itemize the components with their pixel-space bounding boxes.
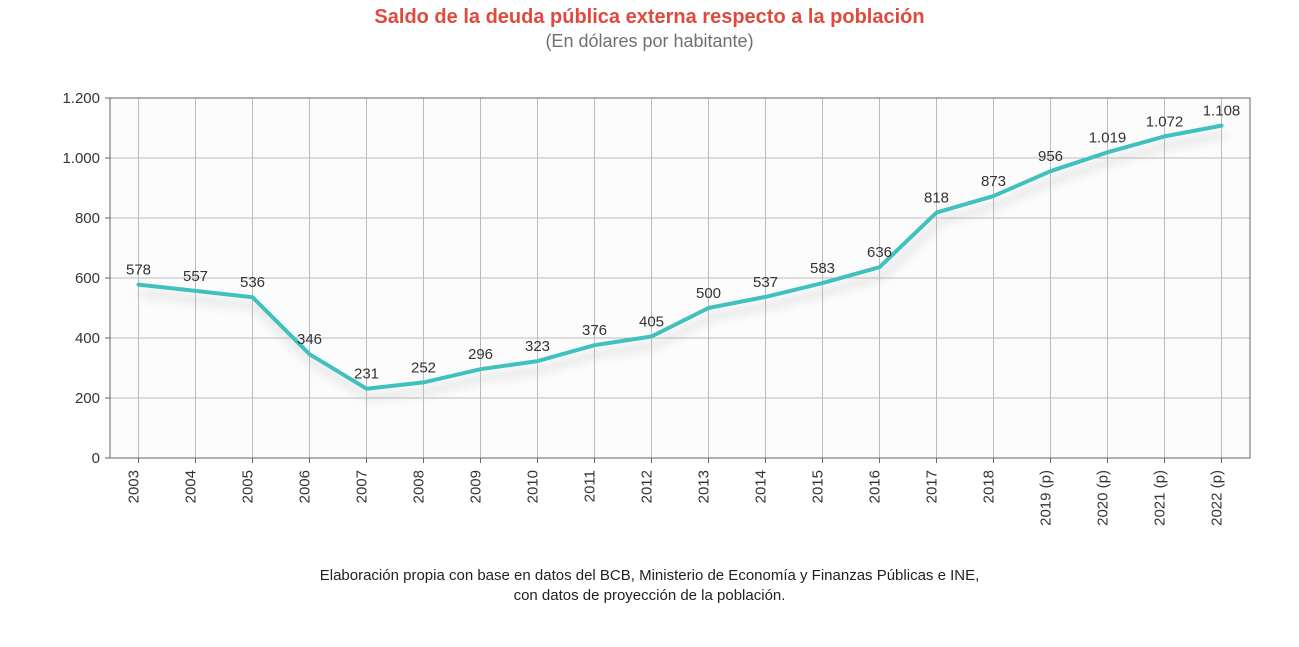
svg-text:2010: 2010 <box>525 470 542 503</box>
svg-text:1.019: 1.019 <box>1089 129 1127 146</box>
chart-title: Saldo de la deuda pública externa respec… <box>0 6 1299 29</box>
svg-text:2015: 2015 <box>810 470 827 503</box>
svg-text:1.200: 1.200 <box>62 90 100 107</box>
svg-text:2016: 2016 <box>867 470 884 503</box>
chart-source: Elaboración propia con base en datos del… <box>0 566 1299 607</box>
svg-text:2014: 2014 <box>753 470 770 503</box>
svg-text:578: 578 <box>126 262 151 279</box>
svg-text:0: 0 <box>92 450 100 467</box>
svg-text:252: 252 <box>411 359 436 376</box>
source-line2: con datos de proyección de la población. <box>514 587 786 604</box>
svg-text:818: 818 <box>924 190 949 207</box>
svg-text:2022 (p): 2022 (p) <box>1209 470 1226 526</box>
svg-text:2009: 2009 <box>468 470 485 503</box>
svg-text:2019 (p): 2019 (p) <box>1038 470 1055 526</box>
svg-text:2007: 2007 <box>354 470 371 503</box>
svg-text:956: 956 <box>1038 148 1063 165</box>
svg-text:600: 600 <box>75 270 100 287</box>
svg-text:323: 323 <box>525 338 550 355</box>
svg-text:2008: 2008 <box>411 470 428 503</box>
chart-plot: 0 200 400 600 800 1.000 1.200 2003 2004 2005 2006 2… <box>30 58 1269 558</box>
source-line1: Elaboración propia con base en datos del… <box>320 567 980 584</box>
svg-text:405: 405 <box>639 314 664 331</box>
svg-text:1.000: 1.000 <box>62 150 100 167</box>
svg-text:2011: 2011 <box>582 470 599 502</box>
svg-text:346: 346 <box>297 331 322 348</box>
svg-text:536: 536 <box>240 274 265 291</box>
svg-text:2003: 2003 <box>126 470 143 503</box>
svg-text:2012: 2012 <box>639 470 656 503</box>
svg-text:2004: 2004 <box>183 470 200 503</box>
svg-text:2005: 2005 <box>240 470 257 503</box>
svg-text:500: 500 <box>696 285 721 302</box>
svg-text:636: 636 <box>867 244 892 261</box>
svg-text:376: 376 <box>582 322 607 339</box>
line-chart-svg: 0 200 400 600 800 1.000 1.200 2003 2004 2005 2006 2… <box>30 58 1269 558</box>
svg-text:557: 557 <box>183 268 208 285</box>
svg-text:2017: 2017 <box>924 470 941 503</box>
svg-text:2013: 2013 <box>696 470 713 503</box>
svg-text:2006: 2006 <box>297 470 314 503</box>
svg-text:1.108: 1.108 <box>1203 103 1241 120</box>
svg-text:2020 (p): 2020 (p) <box>1095 470 1112 526</box>
svg-text:2018: 2018 <box>981 470 998 503</box>
svg-text:800: 800 <box>75 210 100 227</box>
svg-text:1.072: 1.072 <box>1146 113 1184 130</box>
svg-text:583: 583 <box>810 260 835 277</box>
svg-text:873: 873 <box>981 173 1006 190</box>
chart-container: Saldo de la deuda pública externa respec… <box>0 6 1299 647</box>
svg-text:2021 (p): 2021 (p) <box>1152 470 1169 526</box>
svg-text:537: 537 <box>753 274 778 291</box>
svg-text:296: 296 <box>468 346 493 363</box>
svg-text:400: 400 <box>75 330 100 347</box>
svg-text:231: 231 <box>354 366 379 383</box>
chart-subtitle: (En dólares por habitante) <box>0 31 1299 52</box>
svg-text:200: 200 <box>75 390 100 407</box>
